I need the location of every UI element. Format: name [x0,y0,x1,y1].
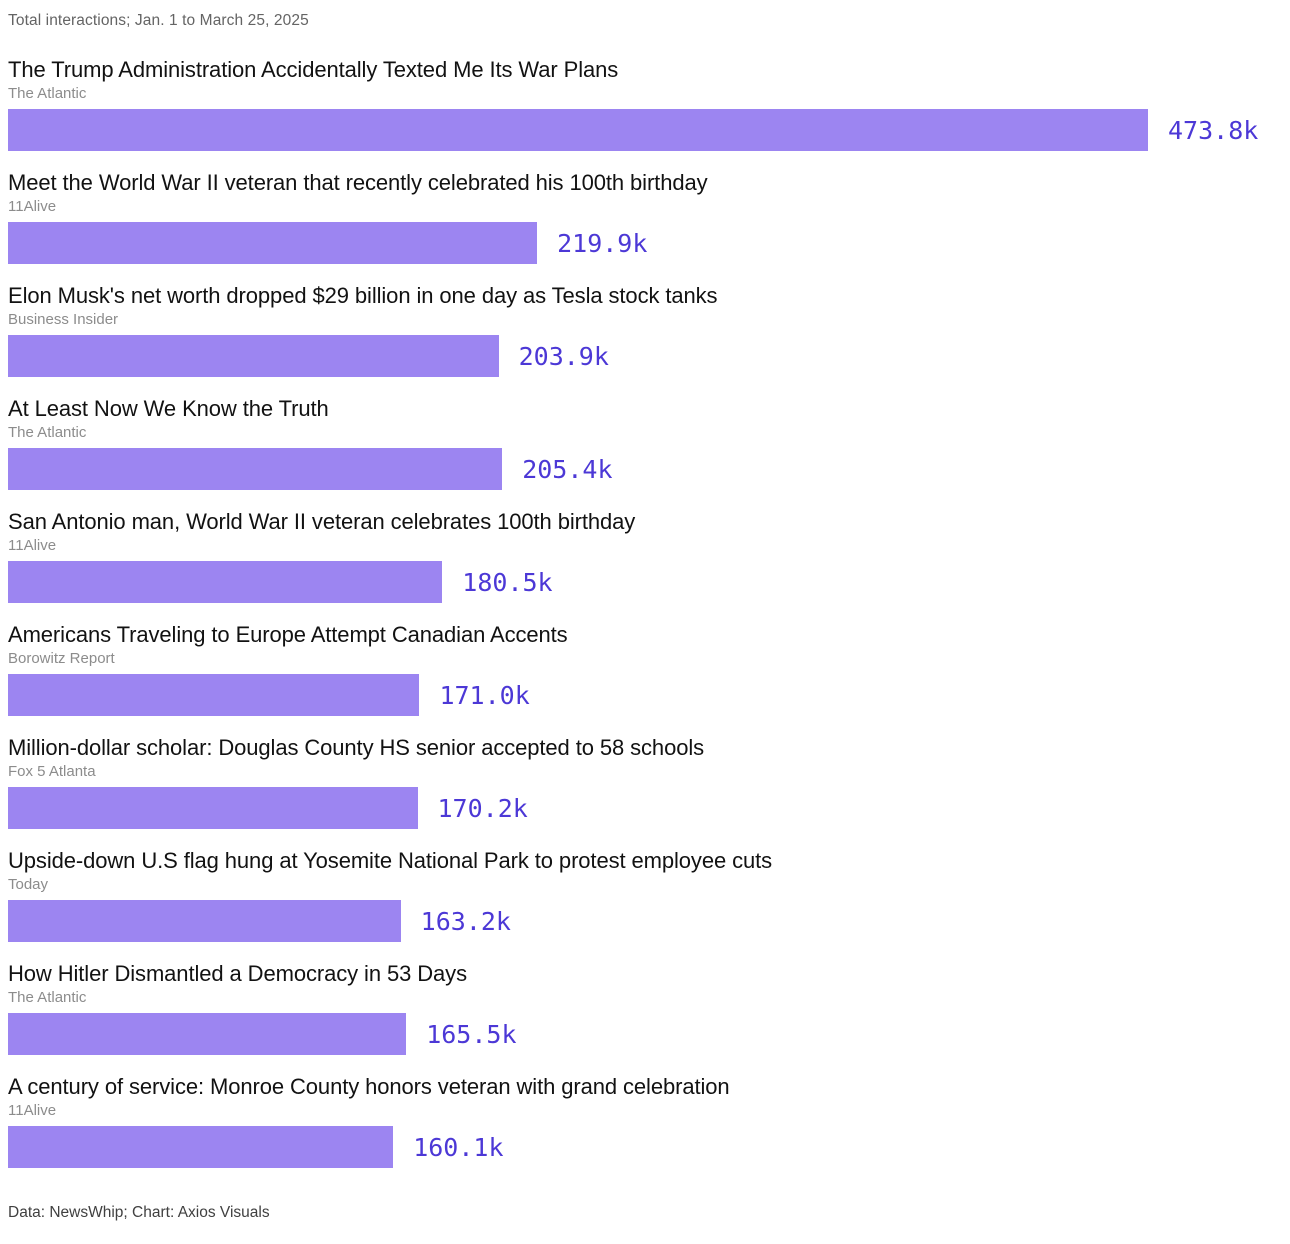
bar-row: Elon Musk's net worth dropped $29 billio… [8,282,1282,377]
interaction-bar [8,900,401,942]
bar-row: Americans Traveling to Europe Attempt Ca… [8,621,1282,716]
interaction-bar [8,1013,407,1055]
value-label: 205.4k [522,454,613,484]
chart-credit: Data: NewsWhip; Chart: Axios Visuals [8,1204,270,1221]
source-label: The Atlantic [8,424,87,441]
bar-row: Meet the World War II veteran that recen… [8,169,1282,264]
interaction-bar [8,109,1148,151]
bar-row: How Hitler Dismantled a Democracy in 53 … [8,960,1282,1055]
source-label: 11Alive [8,198,57,215]
bar-track: 203.9k [8,335,1282,377]
value-label: 219.9k [557,228,648,258]
source-label: Today [8,876,49,893]
interaction-bar [8,674,420,716]
bar-track: 205.4k [8,448,1282,490]
source-label: The Atlantic [8,85,87,102]
value-label: 170.2k [437,793,528,823]
source-label: The Atlantic [8,989,87,1006]
source-label: Borowitz Report [8,650,115,667]
headline-label: How Hitler Dismantled a Democracy in 53 … [8,961,467,986]
headline-label: San Antonio man, World War II veteran ce… [8,509,636,534]
value-label: 171.0k [439,680,530,710]
value-label: 473.8k [1168,115,1259,145]
bar-track: 473.8k [8,109,1282,151]
bar-track: 170.2k [8,787,1282,829]
bar-chart: The Trump Administration Accidentally Te… [8,56,1282,1168]
headline-label: Americans Traveling to Europe Attempt Ca… [8,622,568,647]
bar-row: San Antonio man, World War II veteran ce… [8,508,1282,603]
chart-subtitle: Total interactions; Jan. 1 to March 25, … [8,12,309,29]
source-label: Business Insider [8,311,119,328]
interaction-bar [8,448,503,490]
interaction-bar [8,222,538,264]
headline-label: Elon Musk's net worth dropped $29 billio… [8,283,718,308]
value-label: 165.5k [426,1019,517,1049]
headline-label: Million-dollar scholar: Douglas County H… [8,735,705,760]
bar-track: 219.9k [8,222,1282,264]
headline-label: Meet the World War II veteran that recen… [8,170,708,195]
value-label: 160.1k [413,1132,504,1162]
bar-track: 160.1k [8,1126,1282,1168]
value-label: 163.2k [420,906,511,936]
headline-label: Upside-down U.S flag hung at Yosemite Na… [8,848,773,873]
bar-track: 163.2k [8,900,1282,942]
interaction-bar [8,1126,394,1168]
source-label: 11Alive [8,1102,57,1119]
bar-track: 171.0k [8,674,1282,716]
headline-label: A century of service: Monroe County hono… [8,1074,730,1099]
interaction-bar [8,787,418,829]
headline-label: The Trump Administration Accidentally Te… [8,57,619,82]
bar-track: 165.5k [8,1013,1282,1055]
value-label: 180.5k [462,567,553,597]
interaction-bar [8,561,443,603]
bar-row: Million-dollar scholar: Douglas County H… [8,734,1282,829]
bar-row: At Least Now We Know the Truth The Atlan… [8,395,1282,490]
source-label: Fox 5 Atlanta [8,763,96,780]
bar-track: 180.5k [8,561,1282,603]
bar-row: Upside-down U.S flag hung at Yosemite Na… [8,847,1282,942]
bar-row: A century of service: Monroe County hono… [8,1073,1282,1168]
source-label: 11Alive [8,537,57,554]
bar-row: The Trump Administration Accidentally Te… [8,56,1282,151]
headline-label: At Least Now We Know the Truth [8,396,329,421]
value-label: 203.9k [518,341,609,371]
interaction-bar [8,335,499,377]
